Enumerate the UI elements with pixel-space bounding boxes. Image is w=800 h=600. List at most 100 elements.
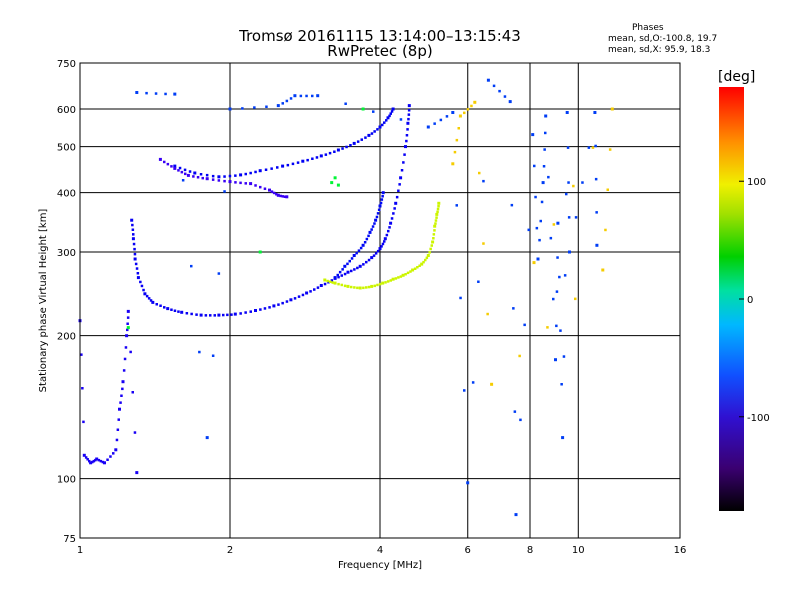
data-point (432, 233, 436, 236)
data-point (394, 201, 398, 205)
data-point (333, 176, 337, 180)
data-point (433, 122, 436, 125)
data-point (330, 181, 334, 185)
data-point (560, 383, 563, 386)
data-point (297, 295, 301, 298)
data-point (349, 144, 352, 147)
data-point (199, 173, 203, 176)
data-point (455, 138, 459, 142)
data-point (143, 292, 147, 296)
data-point (512, 307, 515, 310)
data-point (346, 270, 350, 274)
data-point (403, 153, 406, 156)
data-point (389, 112, 392, 115)
data-point (373, 130, 376, 133)
data-point (356, 286, 359, 290)
data-point (379, 201, 383, 205)
data-point (270, 190, 274, 193)
data-point (134, 262, 138, 266)
data-point (343, 272, 347, 276)
data-point (367, 133, 371, 137)
data-point (136, 272, 140, 275)
data-point (356, 266, 359, 270)
data-point (239, 173, 243, 177)
data-point (276, 166, 279, 169)
data-point (397, 189, 400, 192)
data-point (378, 282, 382, 286)
x-tick-label: 10 (572, 545, 585, 556)
data-point (163, 306, 166, 309)
data-point (604, 228, 607, 232)
data-point (503, 95, 507, 98)
data-point (217, 179, 221, 182)
data-point (109, 455, 112, 458)
data-point (311, 157, 314, 160)
data-point (336, 183, 340, 187)
data-point (390, 110, 394, 113)
data-point (352, 254, 356, 257)
data-point (343, 284, 347, 288)
data-point (151, 300, 155, 304)
data-point (149, 299, 153, 302)
data-point (346, 284, 350, 288)
data-point (391, 107, 395, 111)
data-point (399, 118, 403, 121)
data-point (556, 256, 559, 259)
data-point (139, 280, 142, 284)
data-point (201, 176, 204, 180)
data-point (359, 246, 363, 250)
data-point (126, 322, 129, 325)
data-point (158, 157, 162, 161)
colorbar-tick-label: -100 (747, 413, 770, 424)
data-point (82, 453, 86, 457)
data-point (279, 194, 282, 198)
data-point (372, 254, 376, 257)
data-point (130, 218, 134, 222)
data-point (373, 222, 376, 225)
data-point (514, 513, 518, 517)
data-point (391, 277, 395, 281)
y-tick-label: 300 (57, 248, 76, 259)
data-point (350, 269, 353, 273)
x-axis-label: Frequency [MHz] (338, 560, 422, 571)
data-point (407, 109, 411, 112)
data-point (433, 224, 437, 228)
data-point (163, 160, 166, 164)
data-point (195, 313, 198, 316)
data-point (439, 118, 443, 122)
data-point (376, 283, 379, 287)
data-point (608, 148, 612, 151)
data-point (249, 310, 252, 313)
data-point (453, 150, 457, 154)
data-point (543, 148, 546, 151)
data-point (333, 276, 337, 280)
data-points (78, 78, 614, 517)
data-point (264, 168, 268, 171)
data-point (558, 275, 561, 279)
data-point (466, 108, 470, 111)
data-point (429, 247, 432, 251)
data-point (418, 264, 421, 267)
data-point (305, 94, 308, 98)
data-point (333, 281, 337, 285)
data-point (315, 156, 319, 159)
data-point (258, 250, 262, 254)
data-point (389, 221, 393, 225)
data-point (486, 78, 490, 82)
data-point (254, 184, 257, 187)
data-point (121, 380, 125, 384)
data-point (360, 138, 363, 141)
data-point (116, 428, 120, 431)
data-point (370, 284, 374, 288)
data-point (486, 312, 489, 316)
data-point (301, 159, 305, 163)
data-point (407, 117, 410, 121)
y-tick-label: 400 (57, 189, 76, 200)
data-point (296, 161, 300, 164)
data-point (268, 306, 271, 309)
data-point (402, 161, 405, 164)
data-point (133, 247, 136, 251)
data-point (135, 91, 139, 94)
data-point (595, 211, 598, 214)
y-tick-label: 75 (63, 534, 76, 545)
